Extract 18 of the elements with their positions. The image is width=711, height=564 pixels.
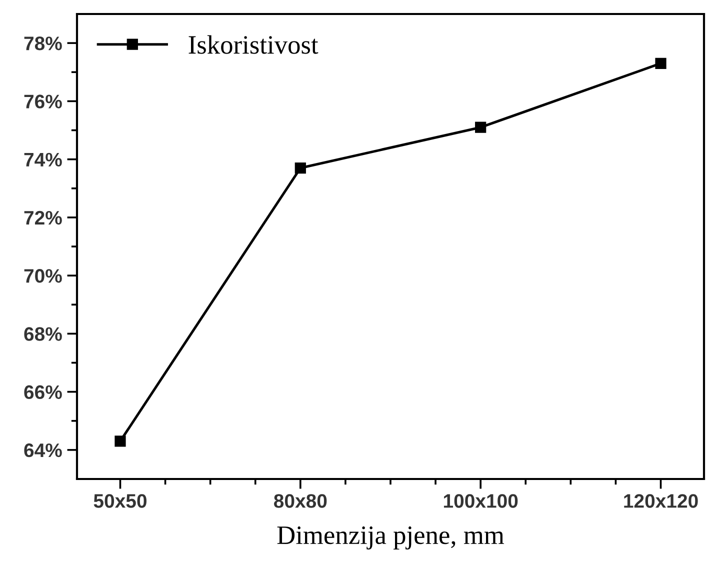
y-tick-label: 78% xyxy=(24,36,62,50)
point xyxy=(475,122,486,133)
x-tick-label: 50x50 xyxy=(94,494,146,508)
x-axis-title: Dimenzija pjene, mm xyxy=(277,526,504,550)
y-tick-label: 72% xyxy=(24,210,62,225)
legend-label: Iskoristivost xyxy=(188,35,318,54)
y-tick-label: 64% xyxy=(24,443,62,458)
y-tick-label: 66% xyxy=(24,385,62,400)
x-tick-label: 100x100 xyxy=(444,494,518,508)
point xyxy=(294,162,306,174)
x-tick-label: 120x120 xyxy=(624,494,698,508)
y-tick-label: 76% xyxy=(24,94,62,108)
point xyxy=(655,58,666,69)
y-tick-label: 68% xyxy=(24,327,62,341)
point xyxy=(114,436,126,447)
y-tick-label: 74% xyxy=(24,152,62,167)
x-tick-label: 80x80 xyxy=(274,494,327,508)
y-tick-label: 70% xyxy=(24,269,62,283)
